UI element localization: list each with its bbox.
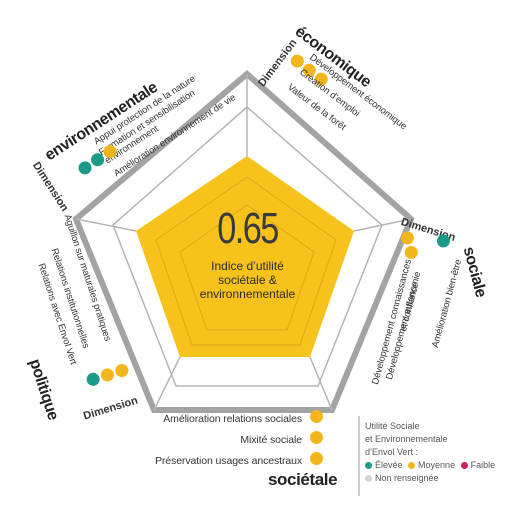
legend-line-1: Utilité Sociale <box>365 421 420 431</box>
center-score: 0.65 <box>217 204 279 253</box>
soct-dot-3 <box>310 452 323 465</box>
spoke-left <box>75 218 137 232</box>
soct-item-2: Mixité sociale <box>240 434 302 446</box>
legend-none-row: Non renseignée <box>365 472 505 485</box>
center-label-1: Indice d’utilité <box>211 259 284 273</box>
score-grid-2 <box>179 204 315 331</box>
legend-line-2: et Environnementale <box>365 434 448 444</box>
soct-title: sociétale <box>268 470 338 489</box>
score-pentagon <box>136 156 354 357</box>
legend-high-dot <box>365 462 372 470</box>
center-label-2: sociétale & <box>218 273 277 287</box>
legend-none-dot <box>365 475 372 483</box>
spoke-bottom-right <box>309 356 333 411</box>
soct-item-1: Amélioration relations sociales <box>163 413 302 425</box>
score-grid-1 <box>155 176 337 346</box>
spoke-bottom-left <box>153 356 181 411</box>
spoke-right <box>353 218 412 232</box>
legend-line-3: d’Envol Vert : <box>365 447 419 457</box>
legend-levels: Élevée Moyenne Faible <box>365 459 505 472</box>
legend-divider <box>358 416 360 496</box>
soct-dot-1 <box>310 410 323 423</box>
legend-medium-dot <box>408 462 416 470</box>
soct-item-3: Préservation usages ancestraux <box>155 455 302 467</box>
legend-none: Non renseignée <box>375 473 439 483</box>
legend-low: Faible <box>470 460 496 470</box>
legend-medium: Moyenne <box>418 460 456 470</box>
center-label-3: environnementale <box>199 287 296 301</box>
legend-high: Élevée <box>375 460 403 470</box>
middle-pentagon <box>112 106 383 387</box>
legend-low-dot <box>460 462 468 470</box>
legend: Utilité Sociale et Environnementale d’En… <box>365 420 505 485</box>
soct-dot-2 <box>310 431 323 444</box>
